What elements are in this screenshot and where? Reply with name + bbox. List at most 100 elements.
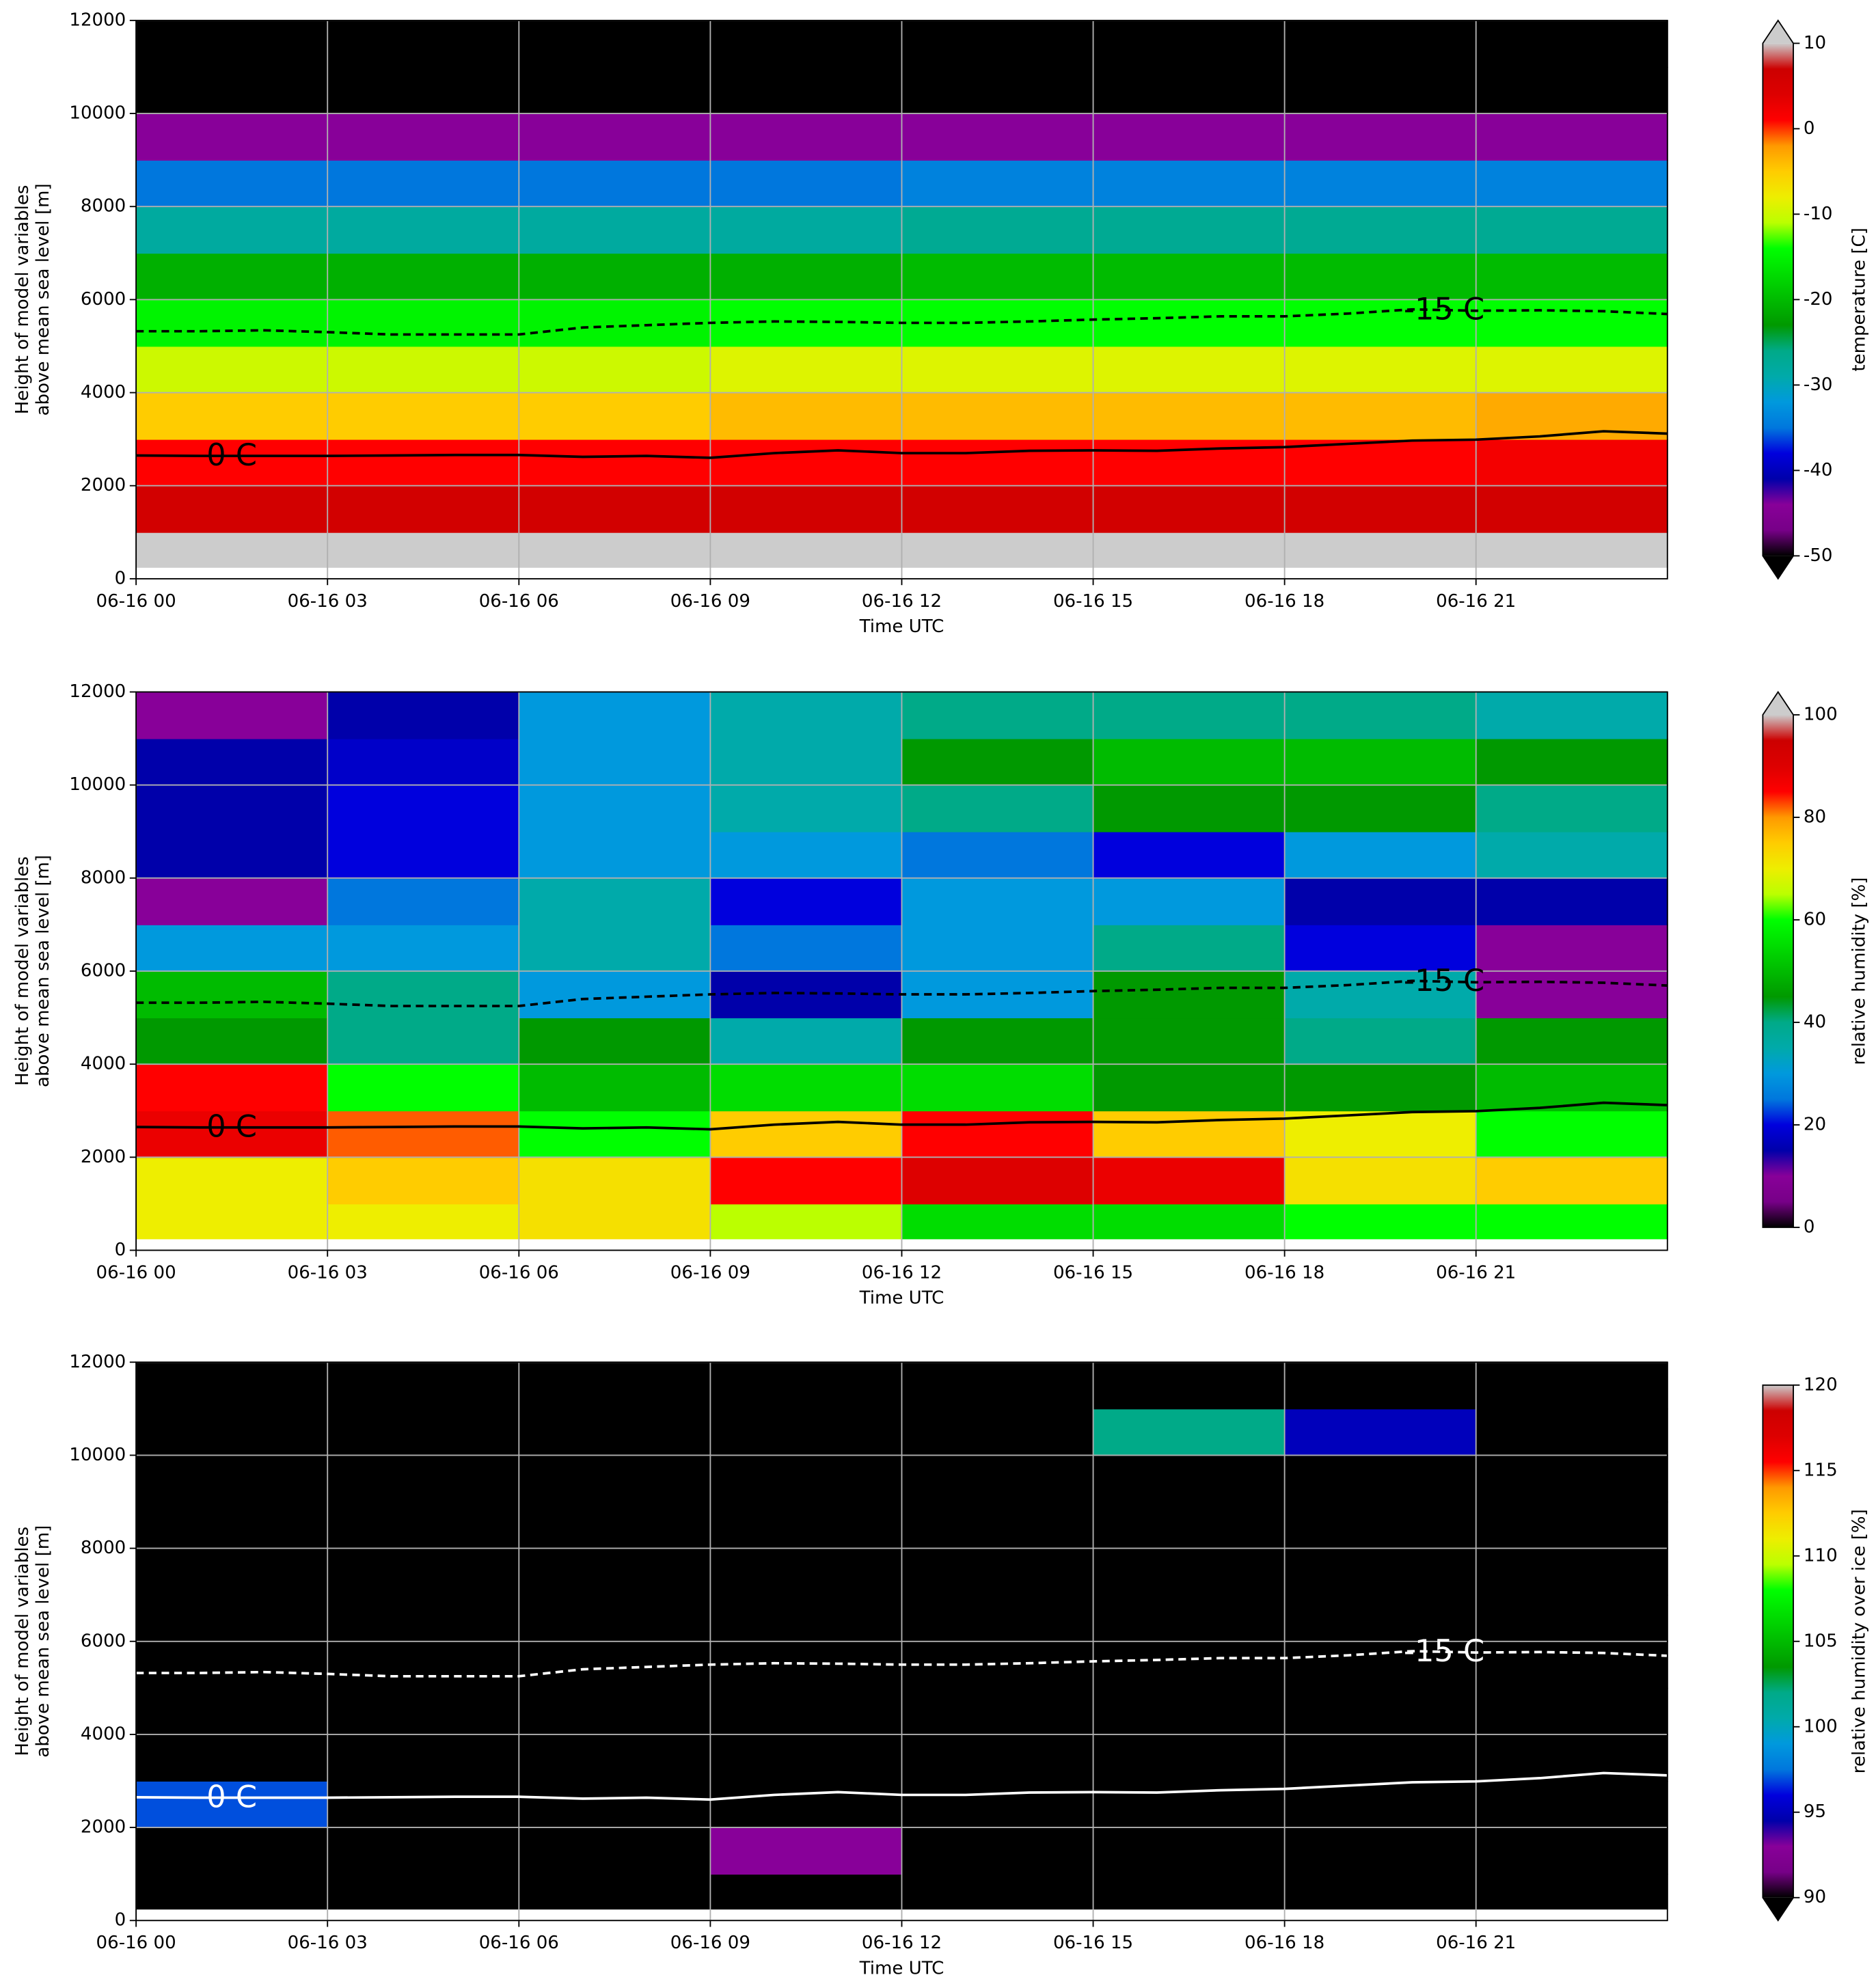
heatmap-cell	[1284, 692, 1477, 739]
y-tick-label: 8000	[81, 196, 126, 217]
heatmap-cell	[710, 1111, 903, 1158]
x-tick-label: 06-16 06	[479, 1262, 559, 1283]
x-tick-label: 06-16 18	[1245, 1262, 1324, 1283]
heatmap-cell	[710, 392, 903, 440]
y-tick-label: 6000	[81, 1631, 126, 1651]
heatmap-cell	[901, 1064, 1094, 1112]
heatmap-cell	[1093, 1064, 1286, 1112]
heatmap-cell	[901, 206, 1094, 254]
x-tick-label: 06-16 03	[288, 1933, 368, 1953]
heatmap-cell	[710, 1362, 903, 1410]
x-tick-label: 06-16 12	[862, 1262, 942, 1283]
heatmap-cell	[327, 1687, 520, 1735]
heatmap-cell	[901, 971, 1094, 1019]
heatmap-cell	[1093, 1548, 1286, 1596]
y-tick-label: 6000	[81, 289, 126, 310]
heatmap-cell	[1476, 206, 1668, 254]
heatmap-cell	[710, 66, 903, 114]
heatmap-cell	[519, 299, 711, 347]
heatmap-cell	[1284, 1594, 1477, 1642]
heatmap-cell	[136, 1827, 329, 1875]
heatmap-cell	[519, 253, 711, 301]
heatmap-cell	[519, 1018, 711, 1065]
y-axis-label: Height of model variables	[12, 185, 33, 414]
heatmap-cell	[710, 113, 903, 161]
heatmap-cell	[1476, 692, 1668, 739]
y-axis-label: Height of model variables	[12, 1527, 33, 1756]
heatmap-cell	[901, 1548, 1094, 1596]
heatmap-cell	[327, 66, 520, 114]
heatmap-cell	[327, 1408, 520, 1456]
heatmap-cell	[1284, 1548, 1477, 1596]
heatmap-cell	[710, 1157, 903, 1205]
heatmap-cell	[1476, 485, 1668, 533]
heatmap-cell	[1284, 1203, 1477, 1240]
y-axis-label: above mean sea level [m]	[33, 1525, 53, 1758]
heatmap-cell	[1093, 299, 1286, 347]
heatmap-cell	[710, 253, 903, 301]
x-tick-label: 06-16 03	[288, 591, 368, 612]
heatmap-cell	[710, 346, 903, 394]
heatmap-cell	[1093, 1874, 1286, 1910]
heatmap-cell	[327, 738, 520, 786]
colorbar-extend	[1763, 692, 1794, 716]
heatmap-cell	[327, 1111, 520, 1158]
contour-line	[136, 979, 1668, 1007]
contour-label: -15 C	[1404, 292, 1484, 327]
heatmap-cell	[327, 299, 520, 347]
heatmap-cell	[1476, 1827, 1668, 1875]
heatmap-cell	[519, 485, 711, 533]
colorbar-tick-label: 110	[1804, 1545, 1838, 1566]
heatmap-cell	[136, 1501, 329, 1549]
heatmap-cell	[519, 66, 711, 114]
axes-frame	[135, 691, 1668, 1251]
heatmap-cell	[519, 1781, 711, 1829]
heatmap-cell	[901, 392, 1094, 440]
heatmap-cell	[1476, 1874, 1668, 1910]
heatmap-cell	[519, 1827, 711, 1875]
heatmap-cell	[901, 532, 1094, 568]
heatmap-cell	[1476, 1641, 1668, 1689]
heatmap-cell	[519, 924, 711, 972]
x-tick-label: 06-16 03	[288, 1262, 368, 1283]
heatmap-cell	[136, 1687, 329, 1735]
colorbar-label: relative humidity [%]	[1849, 877, 1869, 1065]
x-tick-label: 06-16 21	[1436, 591, 1516, 612]
heatmap-cell	[136, 1781, 329, 1829]
heatmap-cell	[1284, 1501, 1477, 1549]
x-tick-label: 06-16 21	[1436, 1933, 1516, 1953]
heatmap-cell	[710, 20, 903, 68]
heatmap-cell	[327, 1594, 520, 1642]
heatmap-cell	[136, 1548, 329, 1596]
heatmap-cell	[1284, 392, 1477, 440]
heatmap-cell	[901, 1362, 1094, 1410]
heatmap-cell	[1476, 66, 1668, 114]
colorbar-tick-label: 100	[1804, 705, 1838, 725]
heatmap-cell	[519, 1362, 711, 1410]
heatmap-cell	[1476, 299, 1668, 347]
heatmap-cell	[1284, 1687, 1477, 1735]
heatmap-cell	[327, 532, 520, 568]
heatmap-cell	[136, 253, 329, 301]
heatmap-cell	[710, 206, 903, 254]
colorbar	[1763, 43, 1794, 556]
colorbar	[1763, 1385, 1794, 1898]
heatmap-cell	[1284, 831, 1477, 879]
colorbar-extend	[1763, 556, 1794, 579]
colorbar-tick-label: 80	[1804, 807, 1826, 828]
heatmap-cell	[1284, 785, 1477, 832]
heatmap-cell	[1093, 785, 1286, 832]
heatmap-cell	[519, 1408, 711, 1456]
heatmap-cell	[519, 1548, 711, 1596]
heatmap-cell	[1093, 1827, 1286, 1875]
heatmap-cell	[136, 20, 329, 68]
heatmap-cell	[1476, 831, 1668, 879]
colorbar-tick-label: 40	[1804, 1012, 1826, 1033]
heatmap-cell	[1476, 1781, 1668, 1829]
heatmap-cell	[710, 160, 903, 208]
heatmap-cell	[901, 1874, 1094, 1910]
heatmap-cell	[327, 439, 520, 487]
heatmap-cell	[327, 692, 520, 739]
y-tick-label: 0	[115, 1910, 126, 1931]
